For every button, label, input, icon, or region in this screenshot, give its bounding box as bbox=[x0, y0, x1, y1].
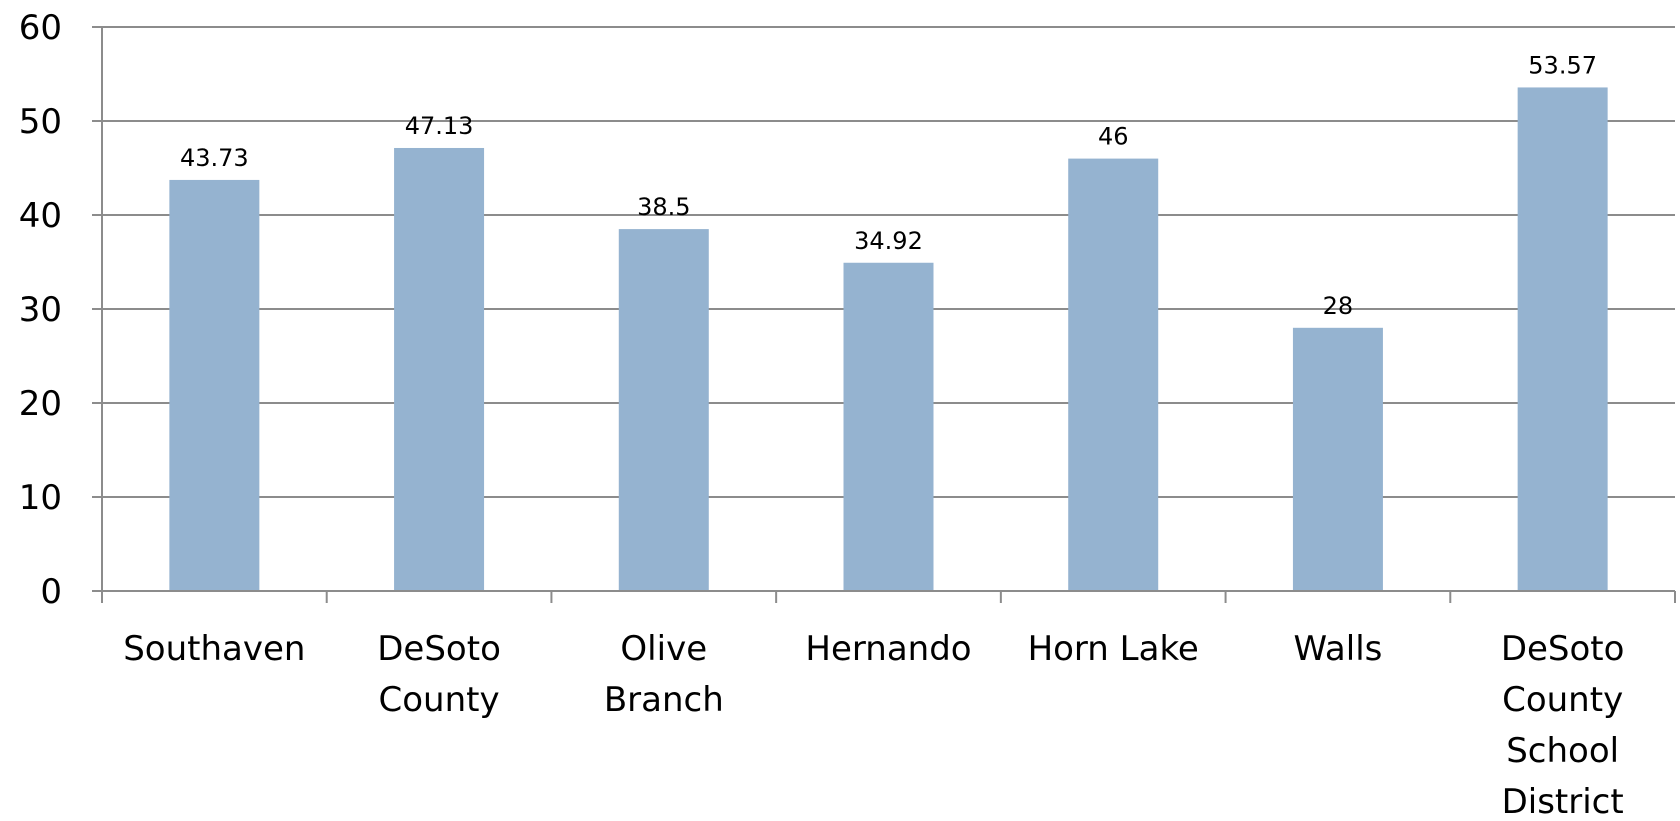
category-label: Hernando bbox=[805, 629, 971, 669]
category-label: Horn Lake bbox=[1028, 629, 1199, 669]
y-tick-label: 60 bbox=[19, 8, 62, 48]
y-tick-label: 20 bbox=[19, 384, 62, 424]
y-tick-label: 10 bbox=[19, 478, 62, 518]
data-label: 43.73 bbox=[180, 144, 249, 172]
y-tick-label: 30 bbox=[19, 290, 62, 330]
bars bbox=[169, 87, 1608, 592]
data-label: 28 bbox=[1323, 292, 1354, 320]
y-tick-label: 0 bbox=[40, 572, 62, 612]
category-label: DeSoto County School District bbox=[1501, 629, 1625, 821]
bar bbox=[1068, 158, 1159, 591]
bar bbox=[169, 179, 260, 592]
data-label: 46 bbox=[1098, 123, 1129, 151]
data-label: 47.13 bbox=[405, 112, 474, 140]
axes bbox=[92, 26, 1676, 603]
category-label: DeSoto County bbox=[377, 629, 501, 720]
category-label: Olive Branch bbox=[604, 629, 724, 720]
data-label: 38.5 bbox=[637, 193, 690, 221]
y-axis-ticks: 0 10 20 30 40 50 60 bbox=[19, 8, 62, 612]
bar bbox=[394, 147, 485, 591]
y-tick-label: 40 bbox=[19, 196, 62, 236]
category-label: Walls bbox=[1293, 629, 1382, 669]
bar bbox=[843, 262, 934, 591]
x-axis-labels: Southaven DeSoto County Olive Branch Hernando… bbox=[123, 629, 1624, 821]
data-labels: 43.73 47.13 38.5 34.92 46 28 53.57 bbox=[180, 51, 1597, 319]
category-label: Southaven bbox=[123, 629, 305, 669]
bar bbox=[1517, 87, 1608, 591]
data-label: 34.92 bbox=[854, 227, 923, 255]
bar bbox=[1292, 327, 1383, 591]
y-tick-label: 50 bbox=[19, 102, 62, 142]
bar bbox=[618, 229, 709, 591]
data-label: 53.57 bbox=[1528, 51, 1597, 79]
